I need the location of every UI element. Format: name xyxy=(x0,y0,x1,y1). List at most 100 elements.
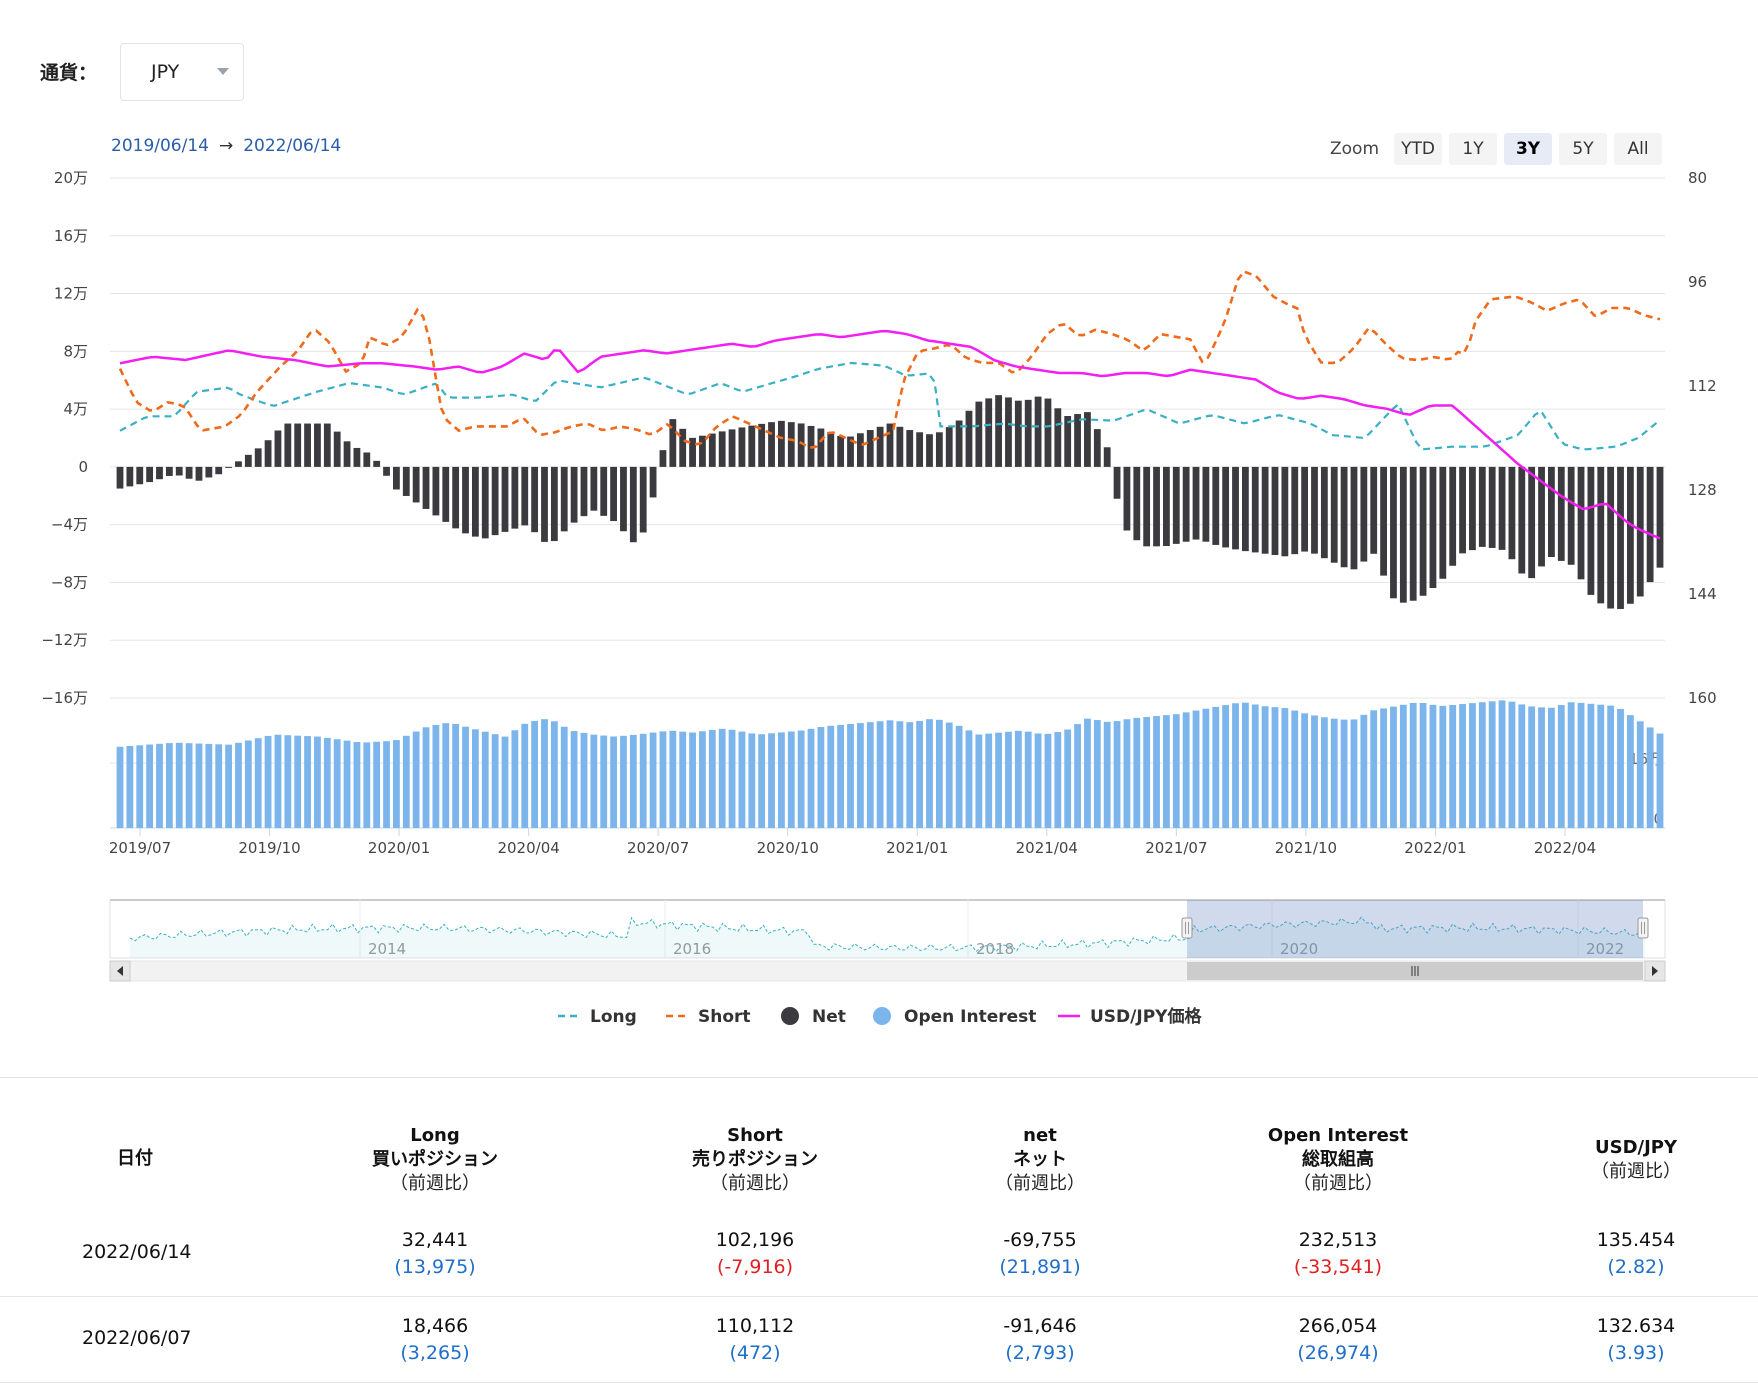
navigator-handle[interactable] xyxy=(1181,917,1193,939)
oi-bar xyxy=(1587,703,1595,828)
oi-bar xyxy=(1182,712,1190,828)
net-bar xyxy=(383,466,390,476)
date-range-from[interactable]: 2019/06/14 xyxy=(111,136,209,156)
oi-bar xyxy=(955,725,963,828)
x-tick-label: 2022/01 xyxy=(1404,839,1466,857)
date-range-to[interactable]: 2022/06/14 xyxy=(243,136,342,156)
net-bar xyxy=(1409,466,1417,601)
oi-bar xyxy=(1390,706,1397,828)
net-bar xyxy=(1271,466,1279,555)
currency-select[interactable]: JPY xyxy=(120,43,244,101)
oi-bar xyxy=(1143,716,1151,828)
oi-bar xyxy=(1538,707,1545,828)
legend-item-long[interactable]: Long xyxy=(558,1007,637,1027)
oi-bar xyxy=(787,731,795,828)
legend-item-usd-jpy[interactable]: USD/JPY価格 xyxy=(1058,1006,1202,1027)
y-tick-label-left: −8万 xyxy=(51,573,88,591)
net-bar xyxy=(1498,466,1506,550)
net-bar xyxy=(225,466,232,468)
oi-bar xyxy=(452,723,460,828)
row-open-interest: 266,054 (26,974) xyxy=(1297,1315,1379,1364)
net-bar xyxy=(442,466,450,522)
legend-item-short[interactable]: Short xyxy=(666,1007,751,1027)
net-bar xyxy=(541,466,548,542)
net-bar xyxy=(965,410,973,467)
oi-bar xyxy=(1340,719,1348,828)
row-net: -91,646 (2,793) xyxy=(1003,1315,1077,1364)
oi-bar xyxy=(383,741,390,828)
oi-bar xyxy=(343,740,351,828)
net-bar xyxy=(1538,466,1545,567)
net-bar xyxy=(146,466,154,483)
x-tick-label: 2019/10 xyxy=(238,839,300,857)
zoom-all-button[interactable]: All xyxy=(1614,133,1663,165)
oi-bar xyxy=(1271,707,1279,828)
oi-bar xyxy=(165,743,173,828)
legend-label: USD/JPY価格 xyxy=(1090,1006,1202,1027)
oi-bar xyxy=(629,734,637,828)
net-bar xyxy=(1143,466,1151,547)
oi-bar xyxy=(975,734,983,828)
oi-bar xyxy=(866,722,874,828)
oi-bar xyxy=(1241,702,1249,828)
net-bar xyxy=(886,423,894,467)
y-tick-label-right: 80 xyxy=(1688,169,1707,187)
navigator-year-label: 2016 xyxy=(673,940,711,958)
oi-bar xyxy=(195,743,203,828)
net-bar xyxy=(462,466,469,534)
net-bar xyxy=(284,423,292,467)
legend-symbol xyxy=(781,1007,799,1025)
net-bar xyxy=(1054,408,1062,467)
x-tick-label: 2021/01 xyxy=(886,839,948,857)
x-tick-label: 2021/04 xyxy=(1016,839,1078,857)
navigator-selection[interactable] xyxy=(1187,900,1643,958)
row-net: -69,755 (21,891) xyxy=(999,1229,1081,1278)
legend-item-net[interactable]: Net xyxy=(781,1007,846,1027)
net-bar xyxy=(1508,466,1516,560)
y-tick-label-left: 0 xyxy=(78,458,88,476)
oi-bar xyxy=(1577,702,1585,828)
net-bar xyxy=(768,422,775,467)
net-bar xyxy=(669,419,677,467)
navigator-area xyxy=(130,917,1645,958)
net-bar xyxy=(639,466,647,533)
legend-label: Long xyxy=(590,1007,637,1027)
x-tick-label: 2019/07 xyxy=(109,839,171,857)
navigator-handle[interactable] xyxy=(1637,917,1649,939)
legend-item-open-interest[interactable]: Open Interest xyxy=(873,1007,1036,1027)
zoom-ytd-button[interactable]: YTD xyxy=(1394,133,1443,165)
legend-label: Open Interest xyxy=(904,1007,1036,1027)
net-bar xyxy=(1587,466,1595,595)
net-bar xyxy=(1192,466,1200,540)
net-bar xyxy=(699,435,706,467)
zoom-3y-button[interactable]: 3Y xyxy=(1504,133,1553,165)
net-bar xyxy=(501,466,509,532)
net-bar xyxy=(1093,429,1101,467)
net-bar xyxy=(995,395,1002,467)
y-tick-label-right: 160 xyxy=(1688,689,1717,707)
net-bar xyxy=(847,436,854,467)
oi-bar xyxy=(136,745,144,828)
oi-bar xyxy=(1449,704,1457,828)
net-bar xyxy=(1607,466,1615,609)
oi-bar xyxy=(985,733,993,828)
net-bar xyxy=(343,441,351,467)
oi-bar xyxy=(886,720,894,828)
net-bar xyxy=(1123,466,1131,531)
net-bar xyxy=(1232,466,1239,550)
net-bar xyxy=(156,466,163,480)
net-bar xyxy=(1528,466,1536,579)
row-long: 32,441 (13,975) xyxy=(394,1229,476,1278)
oi-bar xyxy=(1113,721,1121,828)
oi-bar xyxy=(926,719,933,828)
oi-bar xyxy=(432,724,440,828)
net-bar xyxy=(1449,466,1457,566)
zoom-5y-button[interactable]: 5Y xyxy=(1559,133,1608,165)
net-bar xyxy=(659,450,667,467)
oi-bar xyxy=(1212,706,1220,828)
zoom-1y-button[interactable]: 1Y xyxy=(1449,133,1498,165)
x-tick-label: 2022/04 xyxy=(1534,839,1596,857)
oi-bar xyxy=(373,741,381,828)
net-bar xyxy=(1419,466,1427,596)
oi-bar xyxy=(906,722,914,828)
